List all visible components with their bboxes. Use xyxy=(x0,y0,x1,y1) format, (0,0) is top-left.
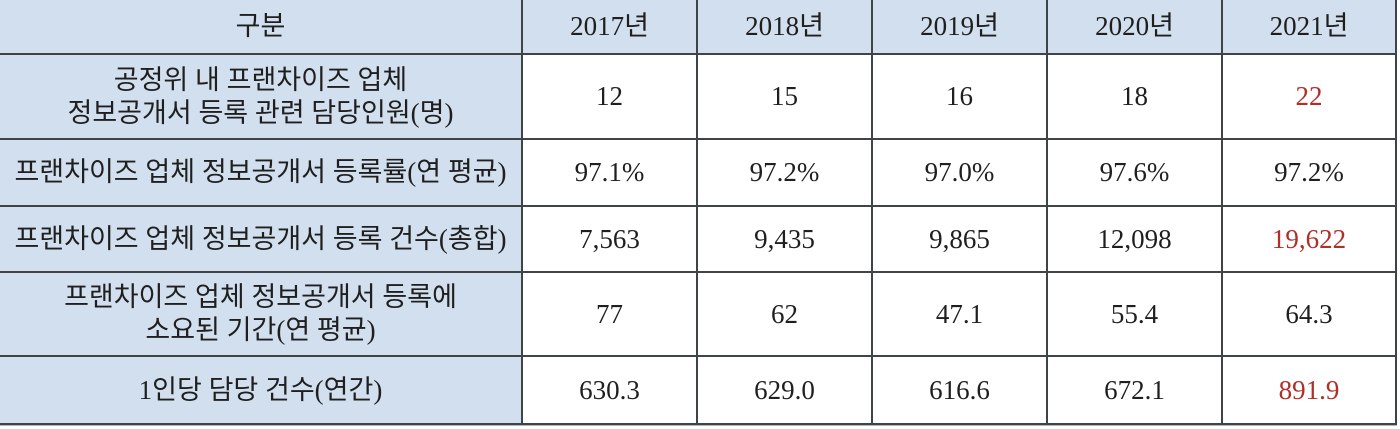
value-cell: 97.2% xyxy=(698,140,873,207)
row-label-registration-count: 프랜차이즈 업체 정보공개서 등록 건수(총합) xyxy=(0,207,523,273)
value-cell: 22 xyxy=(1223,55,1397,140)
column-header-2020: 2020년 xyxy=(1048,0,1223,55)
value-cell: 47.1 xyxy=(873,273,1048,357)
value-cell: 97.6% xyxy=(1048,140,1223,207)
value-cell: 629.0 xyxy=(698,357,873,425)
value-cell: 97.2% xyxy=(1223,140,1397,207)
value-cell: 64.3 xyxy=(1223,273,1397,357)
row-label-cases-per-person: 1인당 담당 건수(연간) xyxy=(0,357,523,425)
value-cell: 12,098 xyxy=(1048,207,1223,273)
column-header-category: 구분 xyxy=(0,0,523,55)
row-label-staff-count: 공정위 내 프랜차이즈 업체 정보공개서 등록 관련 담당인원(명) xyxy=(0,55,523,140)
value-cell: 7,563 xyxy=(523,207,698,273)
value-cell: 62 xyxy=(698,273,873,357)
value-cell: 616.6 xyxy=(873,357,1048,425)
value-cell: 19,622 xyxy=(1223,207,1397,273)
value-cell: 15 xyxy=(698,55,873,140)
value-cell: 16 xyxy=(873,55,1048,140)
column-header-2019: 2019년 xyxy=(873,0,1048,55)
row-label-registration-rate: 프랜차이즈 업체 정보공개서 등록률(연 평균) xyxy=(0,140,523,207)
column-header-2018: 2018년 xyxy=(698,0,873,55)
value-cell: 9,435 xyxy=(698,207,873,273)
value-cell: 97.0% xyxy=(873,140,1048,207)
value-cell: 9,865 xyxy=(873,207,1048,273)
row-label-registration-duration: 프랜차이즈 업체 정보공개서 등록에 소요된 기간(연 평균) xyxy=(0,273,523,357)
value-cell: 672.1 xyxy=(1048,357,1223,425)
column-header-2021: 2021년 xyxy=(1223,0,1397,55)
value-cell: 18 xyxy=(1048,55,1223,140)
value-cell: 630.3 xyxy=(523,357,698,425)
value-cell: 55.4 xyxy=(1048,273,1223,357)
value-cell: 12 xyxy=(523,55,698,140)
column-header-2017: 2017년 xyxy=(523,0,698,55)
value-cell: 77 xyxy=(523,273,698,357)
value-cell: 97.1% xyxy=(523,140,698,207)
value-cell: 891.9 xyxy=(1223,357,1397,425)
